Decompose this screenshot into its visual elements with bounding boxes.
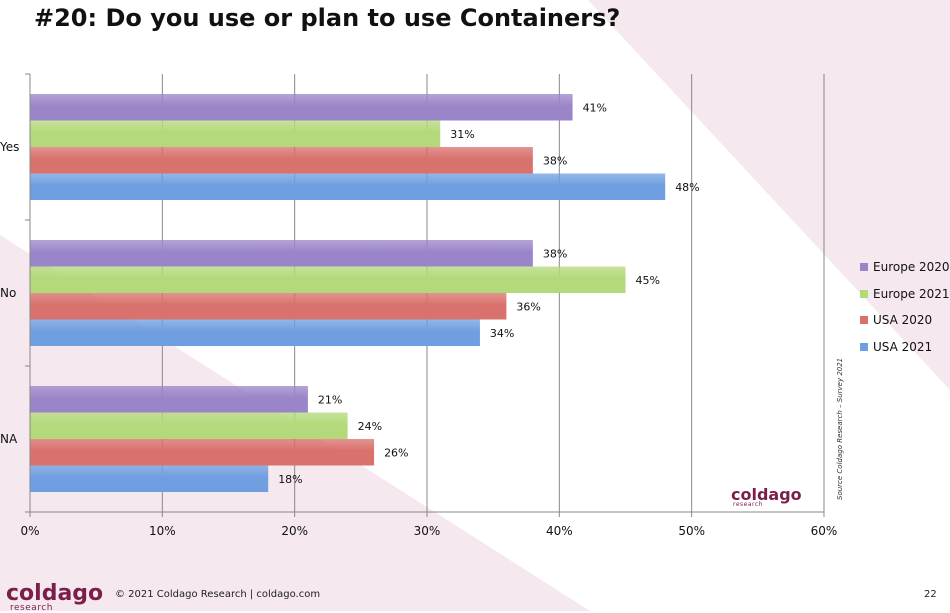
data-label: 45% [636, 274, 660, 287]
data-label: 18% [278, 473, 302, 486]
bar-usa-2021 [30, 465, 269, 492]
logo-subtext: research [733, 501, 763, 508]
legend-label: USA 2021 [873, 339, 933, 354]
bar-europe-2021 [30, 412, 348, 439]
bar-europe-2020 [30, 94, 573, 121]
category-label: No [0, 286, 16, 300]
bar-europe-2020 [30, 240, 533, 267]
x-tick-label: 20% [281, 524, 308, 538]
x-tick-label: 50% [678, 524, 705, 538]
legend-label: Europe 2020 [873, 260, 950, 275]
coldago-logo-chart: coldago research [731, 487, 802, 508]
data-label: 36% [516, 300, 540, 313]
data-label: 21% [318, 393, 342, 406]
legend-swatch [860, 316, 868, 325]
chart-legend: Europe 2020 Europe 2021 USA 2020 USA 2021 [860, 254, 950, 360]
data-label: 48% [675, 181, 699, 194]
data-label: 41% [583, 101, 607, 114]
bar-europe-2021 [30, 120, 441, 147]
legend-label: Europe 2021 [873, 286, 950, 301]
bar-europe-2021 [30, 266, 626, 293]
legend-item: USA 2020 [860, 307, 950, 334]
source-note: Source Coldago Research – Survey 2021 [836, 357, 844, 500]
page-number: 22 [924, 589, 937, 600]
legend-swatch [860, 289, 868, 298]
logo-subtext: research [10, 603, 53, 613]
legend-item: USA 2021 [860, 334, 950, 361]
x-tick-label: 0% [20, 524, 39, 538]
legend-swatch [860, 342, 868, 351]
category-label: NA [0, 432, 18, 446]
bar-europe-2020 [30, 386, 308, 413]
chart-title: #20: Do you use or plan to use Container… [34, 4, 621, 32]
logo-text: coldago [731, 485, 802, 504]
bar-usa-2021 [30, 173, 666, 200]
legend-item: Europe 2021 [860, 281, 950, 308]
legend-label: USA 2020 [873, 313, 933, 328]
bar-usa-2021 [30, 319, 480, 346]
bar-usa-2020 [30, 147, 533, 174]
x-tick-label: 30% [414, 524, 441, 538]
data-label: 38% [543, 247, 567, 260]
bar-usa-2020 [30, 439, 375, 466]
coldago-logo-footer: coldago research [6, 583, 103, 613]
legend-swatch [860, 263, 868, 272]
category-label: Yes [0, 140, 19, 154]
data-label: 26% [384, 446, 408, 459]
data-label: 24% [358, 420, 382, 433]
x-tick-label: 60% [811, 524, 838, 538]
logo-text: coldago [6, 581, 104, 606]
legend-item: Europe 2020 [860, 254, 950, 281]
data-label: 34% [490, 327, 514, 340]
x-tick-label: 10% [149, 524, 176, 538]
data-label: 38% [543, 154, 567, 167]
x-tick-label: 40% [546, 524, 573, 538]
copyright-text: © 2021 Coldago Research | coldago.com [115, 589, 321, 600]
data-label: 31% [450, 128, 474, 141]
bar-usa-2020 [30, 293, 507, 320]
